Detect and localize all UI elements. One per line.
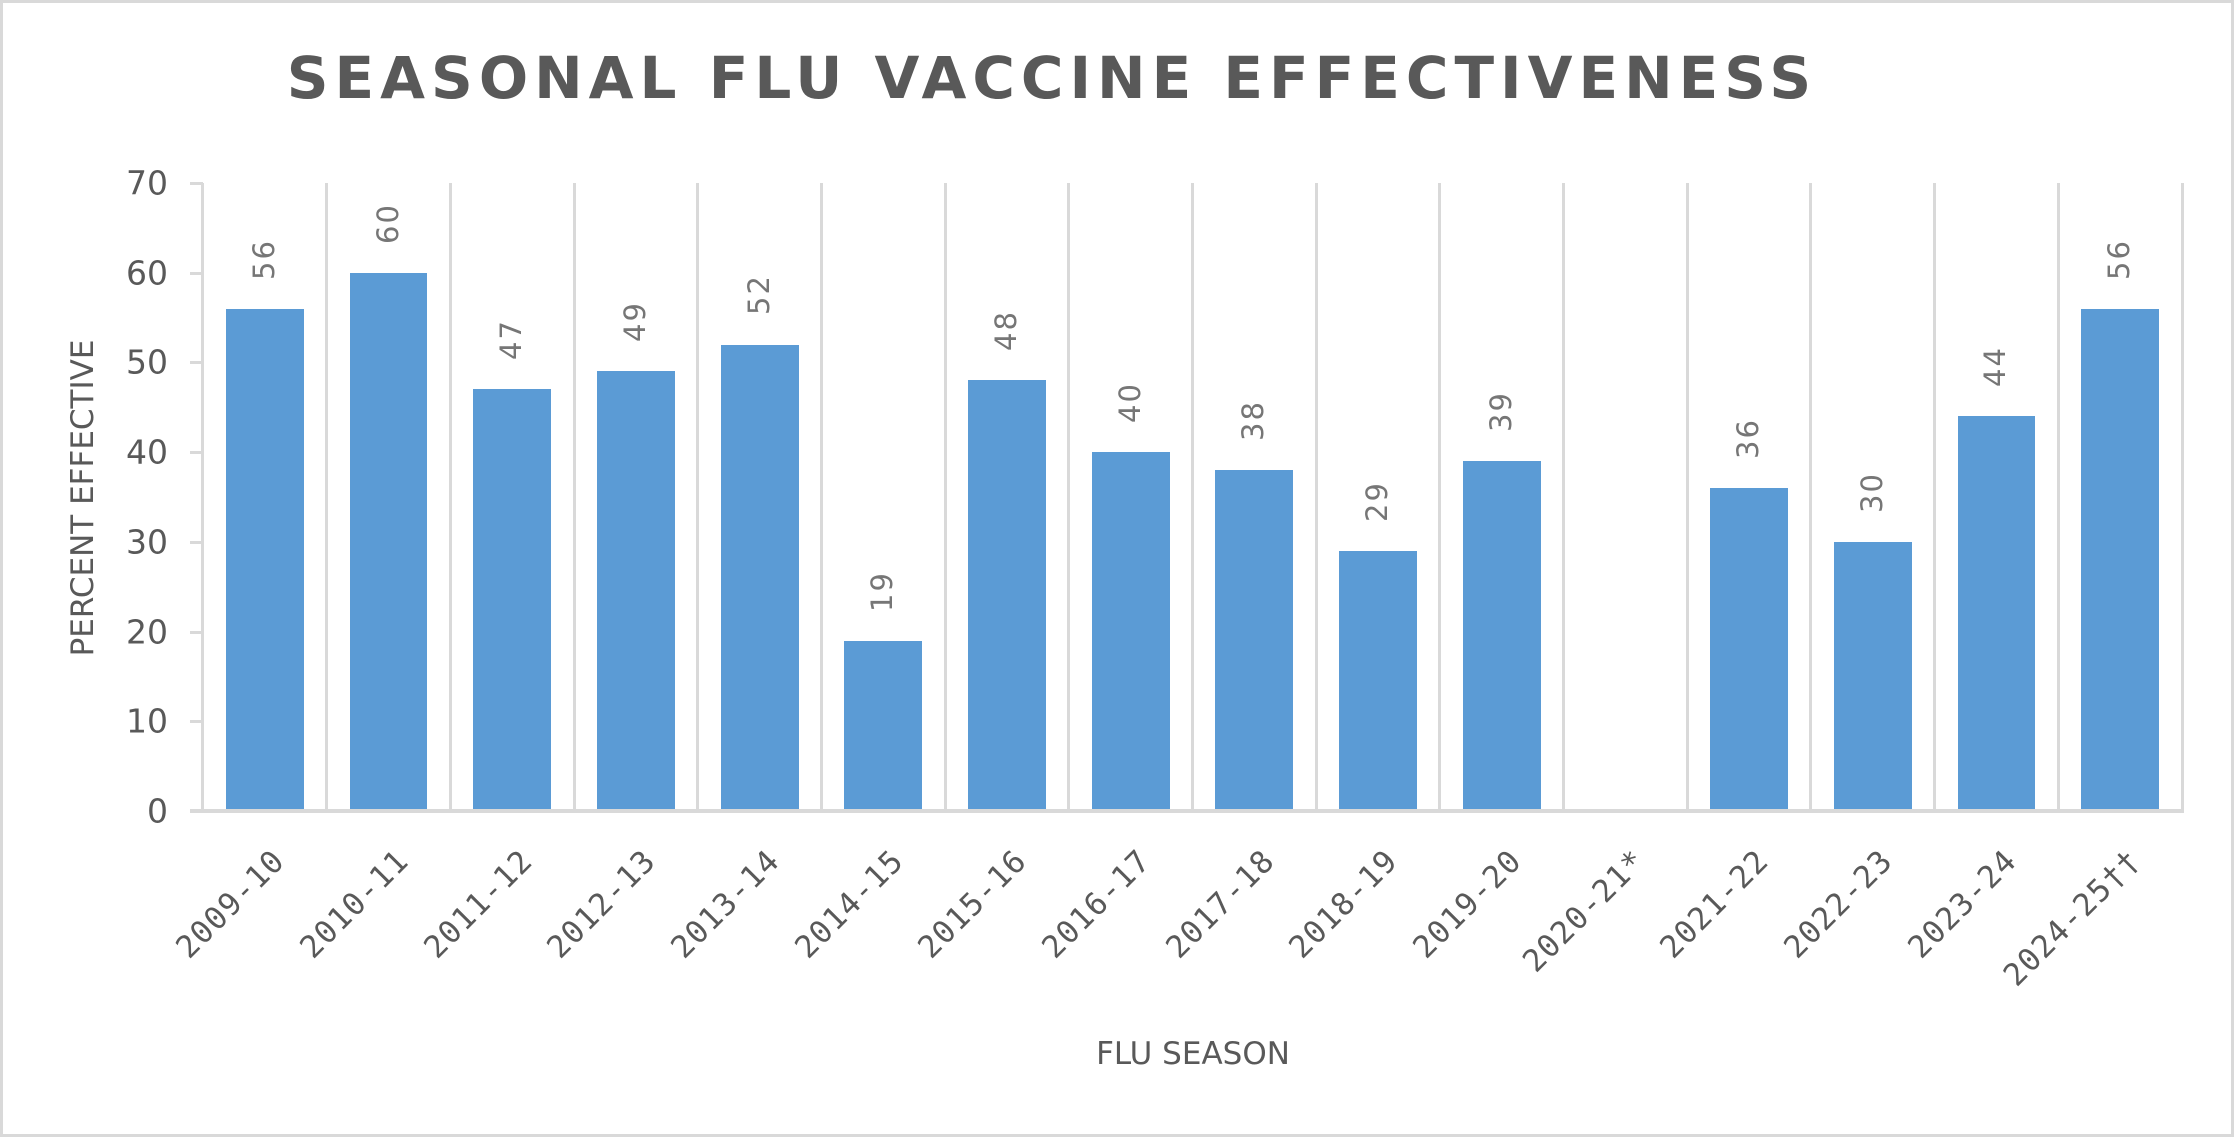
gridline (325, 183, 329, 811)
gridline (1933, 183, 1937, 811)
bar-2021-22[interactable] (1710, 488, 1789, 811)
gridline (448, 183, 452, 811)
gridline (1438, 183, 1442, 811)
y-tick-label: 0 (147, 791, 168, 831)
x-axis-title: FLU SEASON (1096, 1036, 1290, 1072)
bar-2014-15[interactable] (844, 640, 923, 811)
y-axis-title: PERCENT EFFECTIVE (65, 339, 101, 657)
y-tick-label: 40 (126, 432, 168, 472)
data-label: 48 (988, 310, 1023, 352)
y-tick-mark (190, 451, 203, 455)
data-label: 39 (1483, 391, 1518, 433)
gridline (1314, 183, 1318, 811)
gridline (1685, 183, 1689, 811)
data-label: 56 (246, 238, 281, 280)
data-label: 36 (1731, 418, 1766, 460)
data-label: 38 (1236, 400, 1271, 442)
y-tick-mark (190, 720, 203, 724)
bar-2013-14[interactable] (720, 344, 799, 811)
y-tick-label: 20 (126, 612, 168, 652)
gridline (1191, 183, 1194, 811)
gridline (572, 183, 576, 811)
bar-2012-13[interactable] (596, 371, 675, 811)
x-axis-line (190, 809, 2184, 813)
y-tick-mark (190, 271, 203, 275)
chart-title: SEASONAL FLU VACCINE EFFECTIVENESS (286, 44, 1818, 112)
y-tick-label: 10 (126, 701, 168, 741)
y-tick-label: 60 (126, 253, 168, 293)
gridline (2056, 183, 2060, 811)
y-tick-label: 70 (126, 163, 168, 203)
gridline (696, 183, 700, 811)
bar-2015-16[interactable] (968, 380, 1046, 811)
data-label: 60 (370, 202, 405, 244)
y-axis-line (201, 183, 204, 813)
data-label: 40 (1112, 382, 1147, 424)
data-label: 30 (1854, 471, 1889, 513)
y-tick-mark (190, 182, 203, 185)
bar-2024-25††[interactable] (2081, 308, 2160, 811)
bar-2009-10[interactable] (225, 308, 304, 811)
plot-area (203, 183, 2184, 811)
gridline (943, 183, 947, 811)
data-label: 49 (617, 301, 652, 343)
bar-2019-20[interactable] (1462, 461, 1541, 811)
gridline (1809, 183, 1813, 811)
gridline (2180, 183, 2184, 811)
y-tick-mark (190, 361, 203, 365)
bar-2010-11[interactable] (349, 272, 428, 811)
y-tick-label: 30 (126, 522, 168, 562)
data-label: 29 (1360, 480, 1395, 522)
data-label: 56 (2102, 238, 2137, 280)
y-tick-mark (190, 630, 203, 634)
bar-2017-18[interactable] (1215, 470, 1294, 811)
gridline (819, 183, 823, 811)
data-label: 52 (741, 274, 776, 316)
bar-2011-12[interactable] (473, 389, 552, 811)
bar-2022-23[interactable] (1833, 541, 1912, 811)
bar-2016-17[interactable] (1091, 452, 1170, 811)
y-tick-label: 50 (126, 342, 168, 382)
data-label: 47 (494, 319, 529, 361)
data-label: 19 (865, 570, 900, 612)
bar-2023-24[interactable] (1957, 416, 2036, 811)
gridline (1562, 183, 1566, 811)
bar-2018-19[interactable] (1339, 550, 1417, 811)
data-label: 44 (1978, 346, 2013, 388)
y-tick-mark (190, 540, 203, 544)
gridline (1067, 183, 1071, 811)
